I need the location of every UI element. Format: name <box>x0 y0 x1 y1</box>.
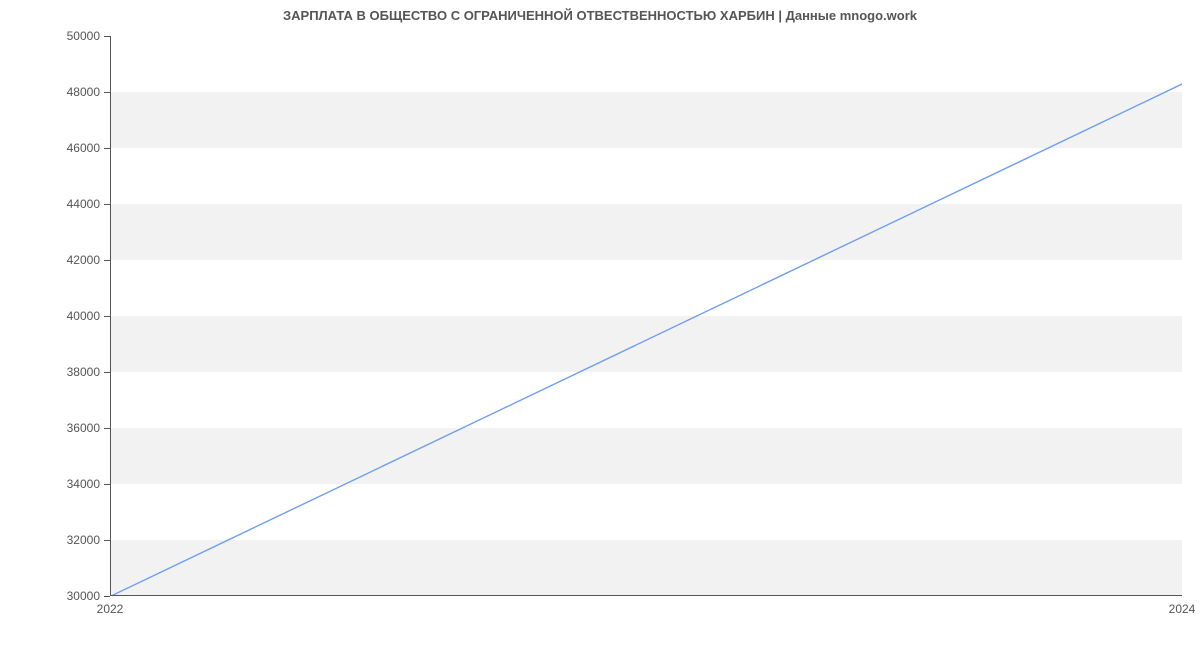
line-layer <box>111 36 1182 596</box>
y-tick-mark <box>104 316 110 317</box>
y-tick-label: 46000 <box>67 141 100 155</box>
x-tick-label: 2024 <box>1169 602 1196 616</box>
y-tick-label: 38000 <box>67 365 100 379</box>
y-tick-mark <box>104 204 110 205</box>
y-tick-label: 36000 <box>67 421 100 435</box>
y-tick-label: 50000 <box>67 29 100 43</box>
y-tick-label: 44000 <box>67 197 100 211</box>
y-tick-mark <box>104 92 110 93</box>
y-tick-label: 42000 <box>67 253 100 267</box>
y-tick-mark <box>104 36 110 37</box>
y-tick-label: 48000 <box>67 85 100 99</box>
y-tick-mark <box>104 372 110 373</box>
chart-title: ЗАРПЛАТА В ОБЩЕСТВО С ОГРАНИЧЕННОЙ ОТВЕС… <box>0 8 1200 23</box>
y-tick-label: 34000 <box>67 477 100 491</box>
y-tick-mark <box>104 540 110 541</box>
data-line <box>111 84 1182 596</box>
salary-chart: ЗАРПЛАТА В ОБЩЕСТВО С ОГРАНИЧЕННОЙ ОТВЕС… <box>0 0 1200 650</box>
y-tick-mark <box>104 428 110 429</box>
y-tick-mark <box>104 596 110 597</box>
plot-area <box>110 36 1182 596</box>
x-tick-label: 2022 <box>97 602 124 616</box>
y-tick-mark <box>104 260 110 261</box>
y-tick-label: 30000 <box>67 589 100 603</box>
y-tick-mark <box>104 484 110 485</box>
y-tick-mark <box>104 148 110 149</box>
y-tick-label: 32000 <box>67 533 100 547</box>
y-tick-label: 40000 <box>67 309 100 323</box>
